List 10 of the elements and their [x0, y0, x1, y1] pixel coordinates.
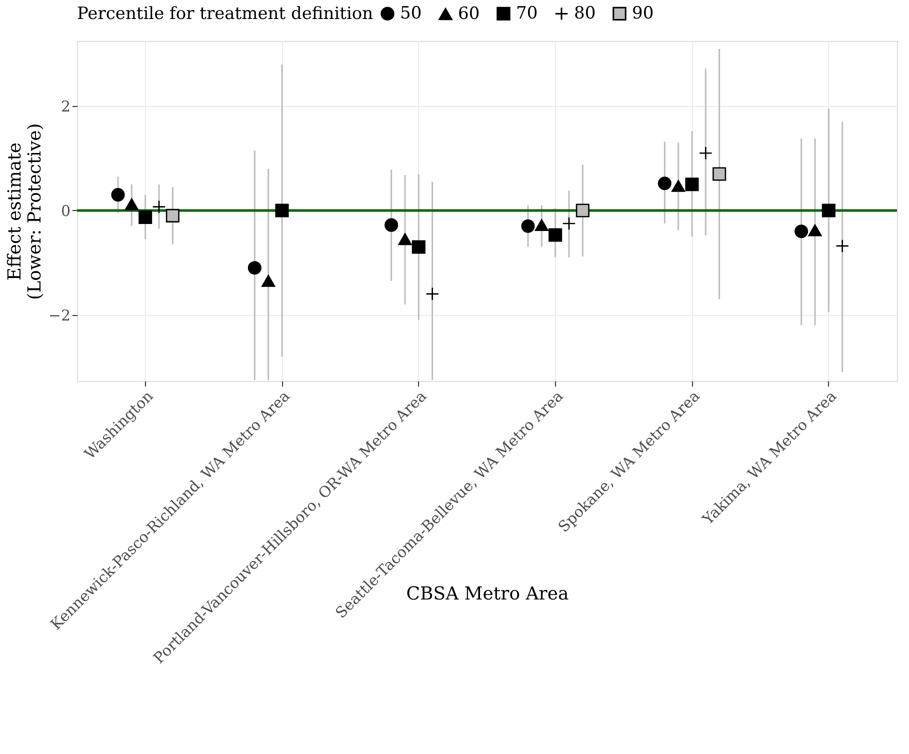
legend-label: 60	[458, 4, 480, 24]
legend-title: Percentile for treatment definition	[77, 4, 374, 24]
y-axis-title: Effect estimate (Lower: Protective)	[4, 123, 46, 300]
y-tick-label: 0	[60, 202, 70, 220]
y-tick-label: −2	[48, 306, 70, 324]
legend-label: 70	[516, 4, 538, 24]
legend-label: 80	[574, 4, 596, 24]
legend-label: 90	[632, 4, 654, 24]
legend-label: 50	[400, 4, 422, 24]
y-tick-label: 2	[60, 98, 70, 116]
